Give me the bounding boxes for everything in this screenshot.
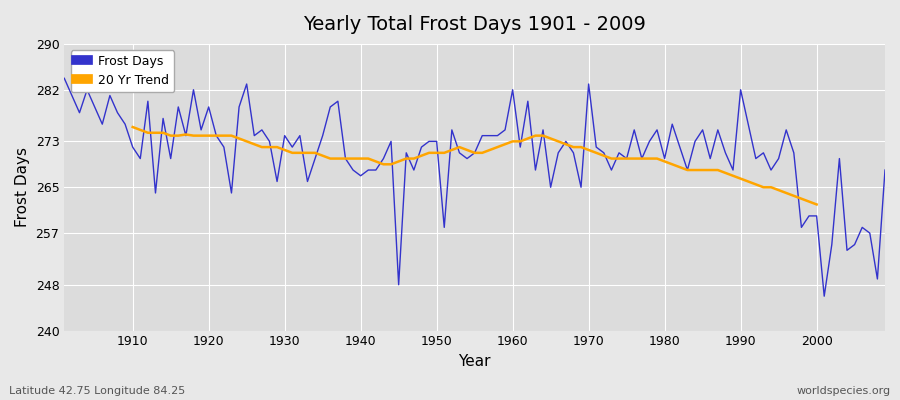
Frost Days — [332, 99, 343, 104]
20 Yr Trend — [219, 133, 230, 138]
20 Yr Trend — [689, 168, 700, 172]
Y-axis label: Frost Days: Frost Days — [15, 147, 30, 227]
Frost Days — [120, 122, 130, 126]
Line: Frost Days: Frost Days — [64, 78, 885, 296]
Frost Days — [879, 168, 890, 172]
Text: Latitude 42.75 Longitude 84.25: Latitude 42.75 Longitude 84.25 — [9, 386, 185, 396]
X-axis label: Year: Year — [458, 354, 491, 369]
20 Yr Trend — [332, 156, 343, 161]
Title: Yearly Total Frost Days 1901 - 2009: Yearly Total Frost Days 1901 - 2009 — [303, 15, 646, 34]
Frost Days — [500, 128, 510, 132]
Legend: Frost Days, 20 Yr Trend: Frost Days, 20 Yr Trend — [70, 50, 174, 92]
Frost Days — [598, 150, 609, 155]
Frost Days — [58, 76, 69, 81]
Text: worldspecies.org: worldspecies.org — [796, 386, 891, 396]
20 Yr Trend — [705, 168, 716, 172]
20 Yr Trend — [598, 153, 609, 158]
Frost Days — [287, 145, 298, 150]
Frost Days — [819, 294, 830, 298]
Line: 20 Yr Trend: 20 Yr Trend — [132, 127, 816, 204]
20 Yr Trend — [773, 188, 784, 192]
20 Yr Trend — [127, 125, 138, 130]
20 Yr Trend — [811, 202, 822, 207]
Frost Days — [508, 87, 518, 92]
